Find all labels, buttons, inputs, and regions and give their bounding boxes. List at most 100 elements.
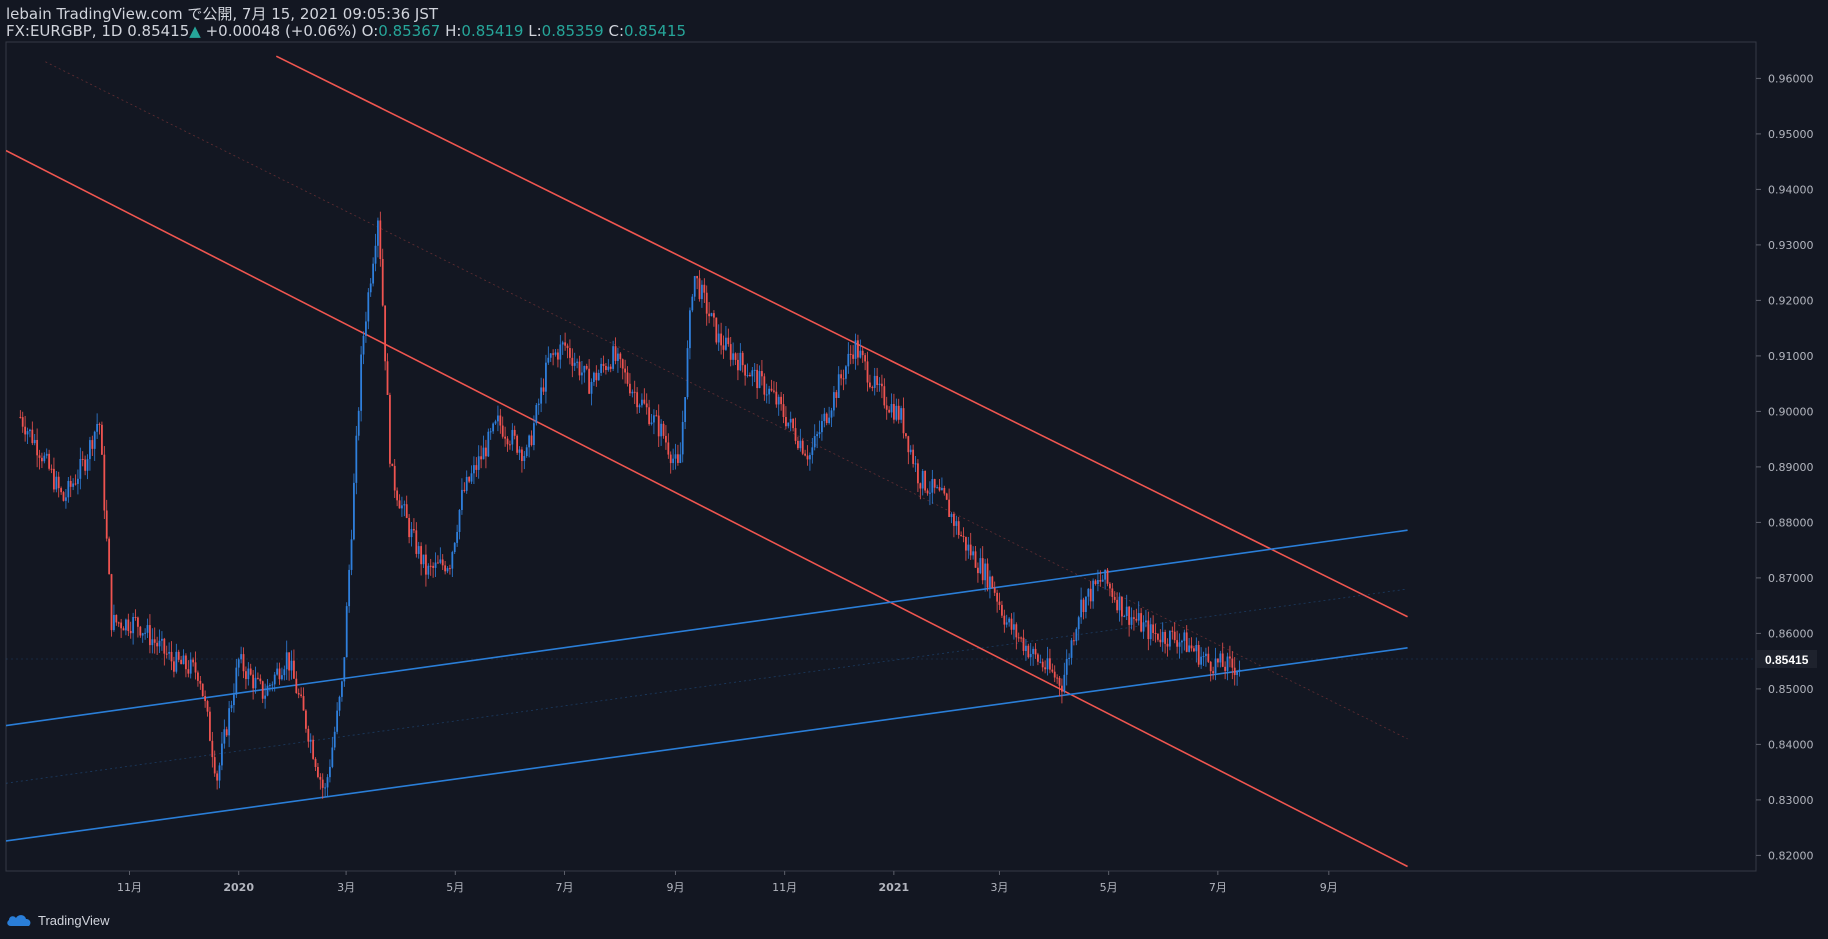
candle-body bbox=[602, 363, 605, 367]
candle-body bbox=[26, 431, 29, 435]
candle-body bbox=[821, 421, 823, 433]
price-axis[interactable]: 0.82000 0.83000 0.84000 0.85000 0.86000 0.870… bbox=[1756, 72, 1814, 862]
candle-body bbox=[1099, 580, 1102, 582]
candle-body bbox=[739, 352, 742, 371]
candle-body bbox=[926, 490, 929, 494]
candle-body bbox=[216, 773, 219, 781]
candle-body bbox=[573, 362, 576, 366]
symbol-label[interactable]: FX:EURGBP, 1D bbox=[6, 22, 123, 40]
candle-body bbox=[252, 674, 255, 689]
candle-body bbox=[434, 562, 437, 568]
candle-body bbox=[245, 671, 247, 680]
candle-body bbox=[1077, 617, 1080, 630]
candle-body bbox=[590, 381, 593, 394]
candle-body bbox=[545, 362, 547, 392]
candle-body bbox=[756, 369, 759, 389]
candle-body bbox=[931, 479, 934, 493]
candle-body bbox=[446, 568, 449, 572]
candle-body bbox=[509, 444, 511, 446]
candle-body bbox=[746, 375, 749, 377]
red-channel-bottom-line[interactable] bbox=[6, 149, 1408, 868]
candle-body bbox=[1173, 631, 1176, 641]
candle-body bbox=[115, 614, 118, 623]
candle-body bbox=[317, 766, 319, 777]
candle-body bbox=[1080, 599, 1083, 618]
blue-channel-mid-line[interactable] bbox=[6, 588, 1408, 784]
candle-body bbox=[19, 416, 22, 418]
candle-body bbox=[902, 408, 905, 434]
candle-body bbox=[225, 729, 228, 736]
candle-body bbox=[744, 365, 747, 376]
candle-body bbox=[182, 655, 185, 665]
candle-body bbox=[818, 432, 821, 435]
red-channel-mid-line[interactable] bbox=[45, 61, 1408, 740]
candle-body bbox=[461, 489, 463, 510]
candle-body bbox=[485, 447, 487, 457]
candle-body bbox=[701, 284, 703, 300]
candle-body bbox=[336, 710, 339, 732]
candle-body bbox=[1209, 661, 1212, 672]
candle-body bbox=[204, 696, 207, 702]
candle-body bbox=[477, 456, 480, 470]
candle-body bbox=[307, 728, 310, 742]
candle-body bbox=[775, 391, 778, 405]
candle-body bbox=[1142, 622, 1145, 632]
candle-body bbox=[408, 517, 411, 538]
candle-body bbox=[501, 425, 504, 437]
candle-body bbox=[283, 669, 286, 676]
candle-body bbox=[1106, 569, 1109, 584]
candle-body bbox=[492, 423, 495, 432]
candle-body bbox=[163, 638, 166, 654]
candle-body bbox=[1233, 667, 1236, 676]
candle-body bbox=[74, 483, 77, 485]
x-tick-label: 2021 bbox=[879, 881, 910, 894]
candle-body bbox=[1063, 674, 1066, 692]
candle-body bbox=[636, 392, 639, 408]
y-tick-label: 0.89000 bbox=[1768, 461, 1814, 474]
candle-body bbox=[547, 357, 550, 363]
candle-body bbox=[725, 337, 727, 350]
candle-body bbox=[583, 365, 586, 373]
candle-body bbox=[249, 668, 252, 675]
candle-body bbox=[120, 622, 123, 629]
red-channel-top-line[interactable] bbox=[275, 55, 1408, 618]
low-label: L: bbox=[528, 22, 542, 40]
candle-body bbox=[840, 374, 843, 379]
candle-body bbox=[369, 283, 372, 293]
candle-body bbox=[1068, 657, 1071, 659]
candle-body bbox=[677, 454, 679, 463]
candle-body bbox=[1178, 642, 1181, 647]
candle-body bbox=[81, 458, 84, 460]
high-label: H: bbox=[445, 22, 462, 40]
candle-body bbox=[1200, 656, 1203, 665]
candle-body bbox=[254, 677, 257, 689]
candle-body bbox=[806, 455, 809, 460]
blue-channel-top-line[interactable] bbox=[6, 529, 1408, 727]
candle-body bbox=[417, 546, 420, 554]
x-tick-label: 7月 bbox=[1209, 881, 1227, 894]
candle-body bbox=[487, 431, 490, 457]
candle-body bbox=[833, 392, 835, 411]
candle-body bbox=[403, 504, 406, 506]
candle-body bbox=[69, 480, 72, 487]
candle-body bbox=[638, 405, 641, 408]
candle-body bbox=[1157, 633, 1159, 640]
blue-channel-bottom-line[interactable] bbox=[6, 647, 1408, 842]
tradingview-logo[interactable]: TradingView bbox=[6, 910, 110, 930]
candle-body bbox=[293, 660, 295, 679]
candle-body bbox=[720, 333, 723, 346]
candle-body bbox=[213, 757, 216, 774]
candle-body bbox=[941, 487, 943, 491]
candle-body bbox=[230, 705, 233, 709]
candle-body bbox=[309, 739, 312, 742]
candle-body bbox=[1008, 618, 1011, 623]
candle-body bbox=[777, 396, 780, 405]
candle-body bbox=[192, 659, 195, 663]
candle-body bbox=[432, 565, 435, 568]
candle-body bbox=[645, 403, 648, 408]
candle-body bbox=[1133, 617, 1135, 619]
candle-body bbox=[413, 529, 415, 531]
candle-body bbox=[1135, 618, 1138, 621]
time-axis[interactable]: 11月 2020 3月 5月 7月 9月 11月 2021 3月 5月 7月 9月 bbox=[117, 871, 1338, 894]
